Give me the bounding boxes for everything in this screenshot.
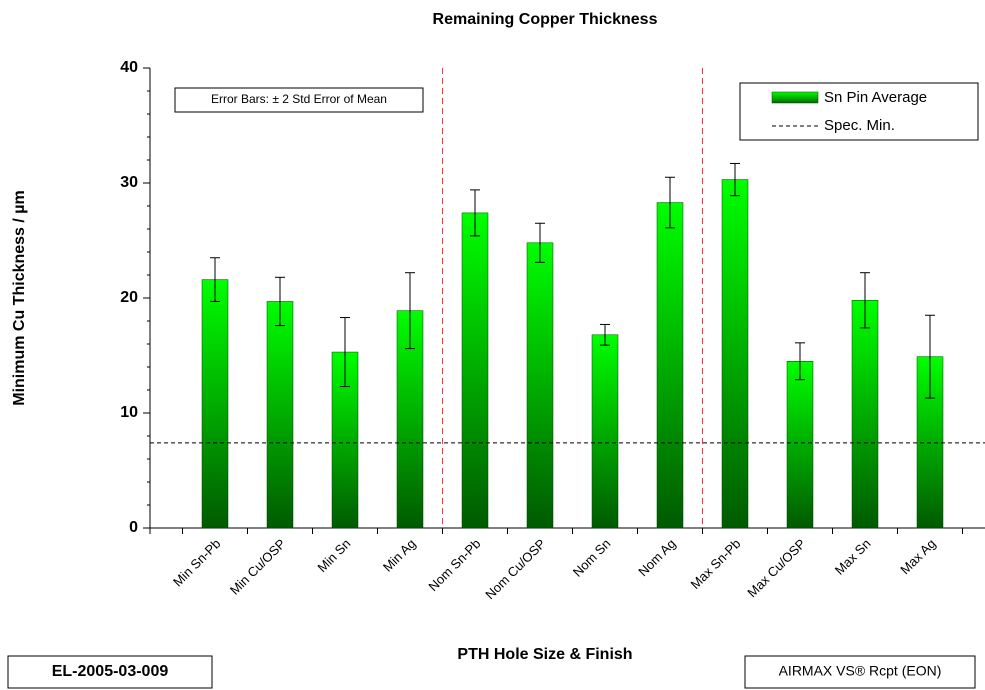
y-tick-label: 0 <box>129 519 138 536</box>
error-bar <box>340 317 350 388</box>
x-tick-label: Min Sn <box>314 536 353 575</box>
x-tick-label: Nom Ag <box>635 536 678 579</box>
x-tick-label: Nom Cu/OSP <box>482 536 548 602</box>
error-bar <box>730 162 740 197</box>
bar <box>526 242 554 529</box>
error-bar <box>535 222 545 263</box>
y-tick-label: 40 <box>120 59 138 76</box>
footer-left: EL-2005-03-009 <box>52 663 169 680</box>
error-bar <box>600 323 610 346</box>
bar <box>591 334 619 529</box>
x-tick-label: Nom Sn <box>570 536 614 580</box>
legend-label: Sn Pin Average <box>824 89 927 106</box>
bar <box>656 202 684 529</box>
x-tick-label: Min Ag <box>380 536 419 575</box>
legend-label: Spec. Min. <box>824 117 895 134</box>
x-tick-label: Min Cu/OSP <box>227 536 289 598</box>
x-tick-label: Max Ag <box>897 536 938 577</box>
x-tick-label: Max Sn-Pb <box>687 536 743 592</box>
bar <box>721 179 749 529</box>
legend-swatch <box>771 91 819 104</box>
bar <box>851 300 879 529</box>
error-bar <box>210 257 220 302</box>
footer-box <box>744 655 976 689</box>
x-tick-label: Min Sn-Pb <box>170 536 224 590</box>
bar <box>461 212 489 529</box>
y-tick-label: 30 <box>120 174 138 191</box>
footer-right: AIRMAX VS® Rcpt (EON) <box>779 663 942 679</box>
error-bar <box>860 272 870 329</box>
annotation: Error Bars: ± 2 Std Error of Mean <box>211 92 387 106</box>
annotation-box <box>174 87 424 113</box>
footer-box <box>7 655 213 689</box>
chart-title: Remaining Copper Thickness <box>433 11 658 28</box>
x-tick-label: Nom Sn-Pb <box>425 536 483 594</box>
error-bar <box>405 272 415 350</box>
error-bar <box>665 176 675 229</box>
bar <box>786 361 814 529</box>
bar <box>201 279 229 529</box>
error-bar <box>275 276 285 327</box>
error-bar <box>795 342 805 381</box>
y-tick-label: 20 <box>120 289 138 306</box>
x-axis-label: PTH Hole Size & Finish <box>457 646 632 663</box>
y-axis-label: Minimum Cu Thickness / µm <box>11 190 28 405</box>
error-bar <box>470 189 480 237</box>
x-tick-label: Max Sn <box>832 536 874 578</box>
error-bar <box>925 314 935 399</box>
y-tick-label: 10 <box>120 404 138 421</box>
bar <box>266 301 294 529</box>
x-tick-label: Max Cu/OSP <box>744 536 808 600</box>
